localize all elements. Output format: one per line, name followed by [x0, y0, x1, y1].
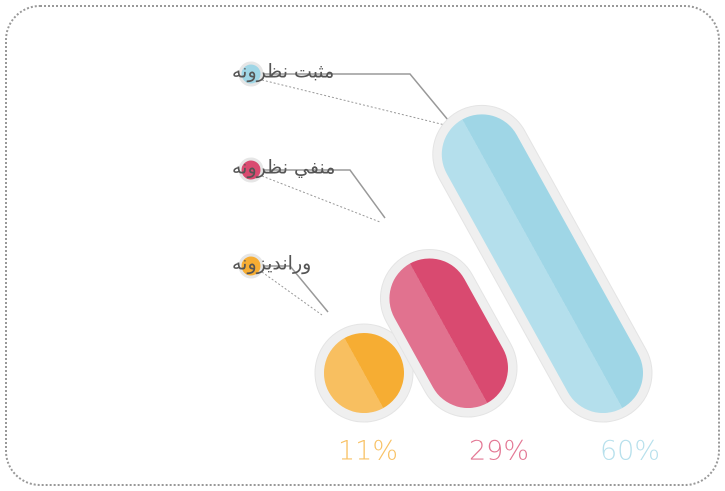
connectors	[261, 73, 449, 316]
frame	[5, 5, 720, 486]
legend-dot	[238, 253, 264, 279]
bar-group	[314, 323, 414, 423]
legend-label: وراندیزونه	[232, 253, 311, 275]
value-label: 60%	[600, 436, 660, 467]
bar-group	[432, 104, 653, 423]
legend: وراندیزونه منفي نظرونه مثبت نظرونه	[232, 61, 335, 279]
bar-shade	[324, 333, 404, 413]
legend-dot	[238, 61, 264, 87]
legend-label: مثبت نظرونه	[232, 61, 334, 83]
bars	[314, 104, 653, 423]
bar-shade	[441, 114, 643, 413]
legend-dot	[238, 157, 264, 183]
value-label: 29%	[469, 436, 529, 467]
bar-shade	[389, 258, 508, 408]
bar-group	[379, 248, 518, 418]
legend-label: منفي نظرونه	[232, 157, 335, 179]
value-label: 11%	[338, 436, 398, 467]
